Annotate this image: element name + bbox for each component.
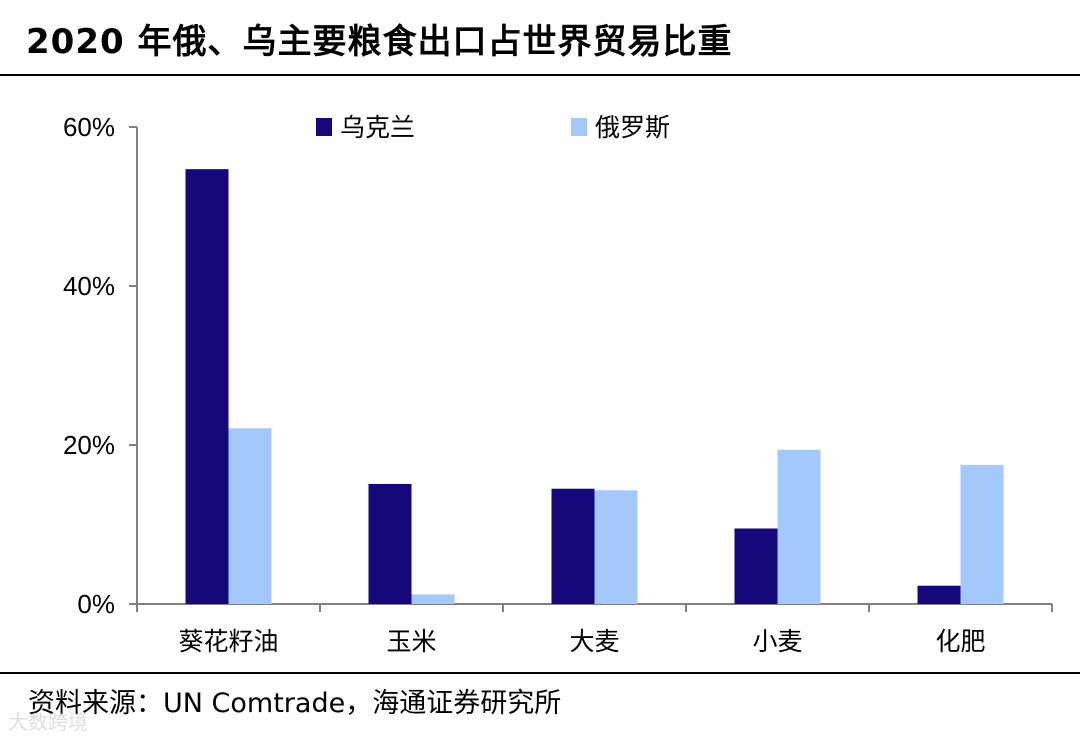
legend-swatch: [571, 118, 587, 136]
bar-ukraine: [734, 528, 778, 604]
bar-ukraine: [185, 169, 229, 604]
footer-divider: [0, 672, 1080, 674]
y-tick-label: 60%: [63, 112, 115, 142]
x-category-label: 葵花籽油: [178, 627, 278, 656]
x-category-label: 玉米: [386, 627, 436, 656]
chart-title: 2020 年俄、乌主要粮食出口占世界贸易比重: [26, 22, 733, 62]
bar-ukraine: [368, 483, 412, 604]
bar-chart: 0% 20% 40% 60% 葵花籽油 玉米 大麦 小麦 化肥 乌克兰 俄罗斯: [63, 112, 1053, 656]
bar-russia: [960, 464, 1004, 604]
y-tick-label: 0%: [77, 589, 115, 619]
legend-swatch: [316, 118, 332, 136]
bar-ukraine: [917, 585, 961, 604]
x-category-label: 大麦: [569, 627, 619, 656]
x-category-label: 小麦: [752, 627, 802, 656]
bar-russia: [594, 490, 638, 604]
bar-russia: [411, 594, 455, 604]
source-note: 资料来源：UN Comtrade，海通证券研究所: [28, 688, 562, 719]
watermark: 大数跨境: [8, 710, 88, 734]
title-divider: [0, 74, 1080, 76]
legend-label: 乌克兰: [340, 113, 415, 142]
y-tick-label: 20%: [63, 430, 115, 460]
bar-russia: [228, 428, 272, 604]
bar-ukraine: [551, 488, 595, 604]
legend-label: 俄罗斯: [595, 113, 670, 142]
bar-russia: [777, 449, 821, 604]
y-tick-label: 40%: [63, 271, 115, 301]
x-category-label: 化肥: [935, 627, 985, 656]
